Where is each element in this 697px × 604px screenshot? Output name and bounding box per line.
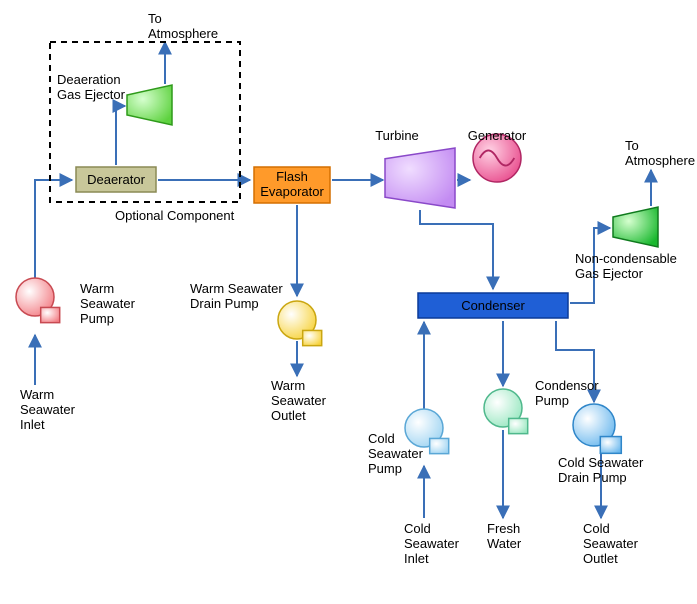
svg-text:Pump: Pump xyxy=(535,393,569,408)
svg-text:Deaeration: Deaeration xyxy=(57,72,121,87)
svg-text:Cold Seawater: Cold Seawater xyxy=(558,455,644,470)
svg-text:Seawater: Seawater xyxy=(368,446,424,461)
cold_outlet-label: Seawater xyxy=(583,536,639,551)
to_atm_2-label: To xyxy=(625,138,639,153)
to_atm_1-label: To xyxy=(148,11,162,26)
condensor_pump xyxy=(484,389,528,434)
svg-text:Drain Pump: Drain Pump xyxy=(190,296,259,311)
svg-text:Drain Pump: Drain Pump xyxy=(558,470,627,485)
process-flow-diagram: Optional ComponentDeaeratorDeaerationGas… xyxy=(0,0,697,604)
svg-text:Gas Ejector: Gas Ejector xyxy=(57,87,126,102)
svg-text:Generator: Generator xyxy=(468,128,527,143)
to_atm_1-label: Atmosphere xyxy=(148,26,218,41)
warm_inlet-label: Inlet xyxy=(20,417,45,432)
to_atm_2-label: Atmosphere xyxy=(625,153,695,168)
warm_outlet-label: Warm xyxy=(271,378,305,393)
warm_pump xyxy=(16,278,60,323)
nc_ejector xyxy=(613,207,658,247)
deaeration_ejector xyxy=(127,85,172,125)
fresh_water-label: Water xyxy=(487,536,522,551)
svg-text:Non-condensable: Non-condensable xyxy=(575,251,677,266)
warm_drain_pump xyxy=(278,301,322,346)
warm_outlet-label: Outlet xyxy=(271,408,306,423)
svg-text:Warm Seawater: Warm Seawater xyxy=(190,281,283,296)
warm_inlet-label: Warm xyxy=(20,387,54,402)
cold_inlet-label: Seawater xyxy=(404,536,460,551)
cold_outlet-label: Outlet xyxy=(583,551,618,566)
cold_inlet-label: Inlet xyxy=(404,551,429,566)
svg-text:Cold: Cold xyxy=(368,431,395,446)
svg-text:Turbine: Turbine xyxy=(375,128,419,143)
cold_outlet-label: Cold xyxy=(583,521,610,536)
warm_inlet-label: Seawater xyxy=(20,402,76,417)
svg-text:Deaerator: Deaerator xyxy=(87,172,145,187)
svg-text:Gas Ejector: Gas Ejector xyxy=(575,266,644,281)
svg-text:Condensor: Condensor xyxy=(535,378,599,393)
flow-arrow xyxy=(420,210,493,289)
warm_outlet-label: Seawater xyxy=(271,393,327,408)
svg-text:Pump: Pump xyxy=(368,461,402,476)
fresh_water-label: Fresh xyxy=(487,521,520,536)
svg-text:Optional Component: Optional Component xyxy=(115,208,235,223)
svg-text:Warm: Warm xyxy=(80,281,114,296)
svg-text:Pump: Pump xyxy=(80,311,114,326)
turbine xyxy=(385,148,455,208)
svg-text:Condenser: Condenser xyxy=(461,298,525,313)
svg-text:Flash: Flash xyxy=(276,169,308,184)
cold_inlet-label: Cold xyxy=(404,521,431,536)
svg-text:Evaporator: Evaporator xyxy=(260,184,324,199)
flow-arrow xyxy=(116,106,125,165)
flow-arrow xyxy=(35,180,72,280)
cold_drain_pump xyxy=(573,404,621,453)
svg-text:Seawater: Seawater xyxy=(80,296,136,311)
